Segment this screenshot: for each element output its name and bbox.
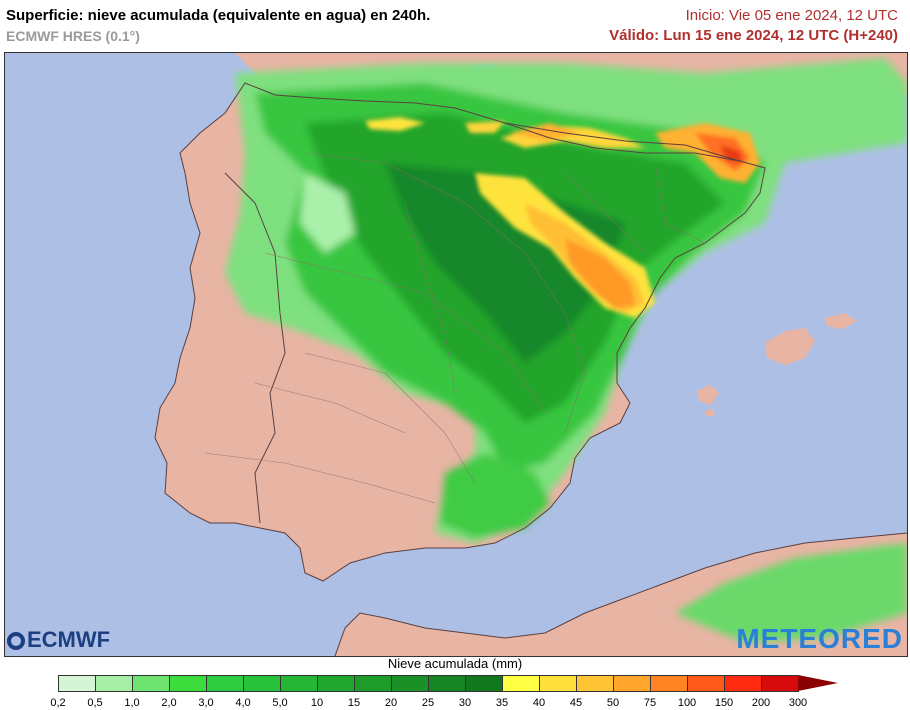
legend-tick-label: 100 bbox=[677, 697, 697, 709]
legend-swatch bbox=[58, 675, 96, 692]
legend-swatch bbox=[613, 675, 651, 692]
legend-swatch bbox=[576, 675, 614, 692]
legend-tick-label: 15 bbox=[347, 697, 361, 709]
region-borders bbox=[204, 152, 706, 504]
legend-swatch bbox=[465, 675, 503, 692]
valid-time: Válido: Lun 15 ene 2024, 12 UTC (H+240) bbox=[609, 27, 898, 44]
legend-tick-label: 1,0 bbox=[124, 697, 140, 709]
legend-tick-label: 40 bbox=[532, 697, 546, 709]
legend-swatch bbox=[317, 675, 355, 692]
model-subtitle: ECMWF HRES (0.1°) bbox=[6, 28, 140, 44]
snow-maxima-area bbox=[365, 117, 760, 318]
legend-swatch bbox=[761, 675, 799, 692]
ecmwf-logo: ECMWF bbox=[7, 627, 110, 653]
legend-tick-label: 5,0 bbox=[272, 697, 288, 709]
header-right: Inicio: Vie 05 ene 2024, 12 UTC Válido: … bbox=[609, 6, 898, 46]
legend-tick-label: 30 bbox=[458, 697, 472, 709]
legend-tick-label: 0,2 bbox=[50, 697, 66, 709]
map-svg bbox=[5, 53, 907, 656]
legend-tick-label: 25 bbox=[421, 697, 435, 709]
legend-tick-label: 200 bbox=[751, 697, 771, 709]
map-title: Superficie: nieve acumulada (equivalente… bbox=[6, 7, 431, 24]
borders bbox=[154, 82, 907, 656]
header-left: Superficie: nieve acumulada (equivalente… bbox=[6, 6, 430, 46]
legend-tick-label: 10 bbox=[310, 697, 324, 709]
map-panel: ECMWF METEORED bbox=[4, 52, 908, 657]
legend-tick-label: 4,0 bbox=[235, 697, 251, 709]
legend-swatch bbox=[95, 675, 133, 692]
legend-tick-label: 300 bbox=[788, 697, 808, 709]
legend-tick-label: 0,5 bbox=[87, 697, 103, 709]
legend-swatch bbox=[428, 675, 466, 692]
land-mallorca bbox=[765, 328, 815, 365]
legend-swatch bbox=[539, 675, 577, 692]
legend-swatch bbox=[206, 675, 244, 692]
legend-swatch bbox=[724, 675, 762, 692]
legend-title: Nieve acumulada (mm) bbox=[387, 656, 523, 671]
meteored-logo: METEORED bbox=[736, 623, 903, 654]
ecmwf-ring-icon bbox=[7, 632, 25, 650]
legend-swatch bbox=[280, 675, 318, 692]
legend-swatch bbox=[169, 675, 207, 692]
legend-swatch bbox=[650, 675, 688, 692]
legend-colorbar bbox=[58, 675, 799, 692]
legend-swatch bbox=[132, 675, 170, 692]
legend-tick-label: 150 bbox=[714, 697, 734, 709]
legend-overflow-arrow bbox=[798, 675, 838, 691]
land-menorca bbox=[825, 313, 857, 329]
legend-swatch bbox=[687, 675, 725, 692]
legend-tick-label: 20 bbox=[384, 697, 398, 709]
legend-tick-label: 2,0 bbox=[161, 697, 177, 709]
init-time: Inicio: Vie 05 ene 2024, 12 UTC bbox=[685, 7, 898, 24]
legend-swatch bbox=[243, 675, 281, 692]
land-formentera bbox=[705, 409, 715, 417]
legend-swatch bbox=[354, 675, 392, 692]
legend-tick-label: 35 bbox=[495, 697, 509, 709]
legend-tick-label: 50 bbox=[606, 697, 620, 709]
legend-tick-label: 75 bbox=[643, 697, 657, 709]
legend-swatch bbox=[502, 675, 540, 692]
legend-tick-label: 45 bbox=[569, 697, 583, 709]
legend-tick-label: 3,0 bbox=[198, 697, 214, 709]
legend-swatch bbox=[391, 675, 429, 692]
land-ibiza bbox=[697, 385, 719, 405]
